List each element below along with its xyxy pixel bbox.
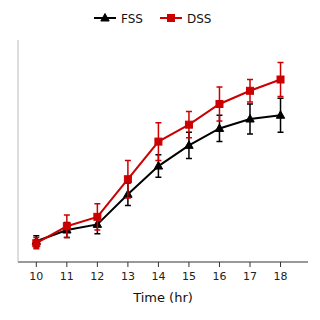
error-bar bbox=[64, 215, 70, 238]
point bbox=[155, 138, 162, 145]
x-tick-label: 14 bbox=[151, 270, 165, 283]
x-axis-label: Time (hr) bbox=[132, 290, 193, 305]
error-bar bbox=[33, 238, 39, 249]
plot-marks bbox=[32, 63, 285, 249]
x-tick-label: 17 bbox=[243, 270, 257, 283]
point bbox=[33, 240, 40, 247]
series-line bbox=[36, 115, 280, 241]
x-tick bbox=[97, 262, 98, 267]
point bbox=[124, 176, 131, 183]
error-bar bbox=[278, 63, 284, 97]
series-line bbox=[36, 80, 280, 244]
x-tick bbox=[250, 262, 251, 267]
x-tick-label: 11 bbox=[60, 270, 74, 283]
y-axis-line bbox=[18, 40, 19, 262]
legend-marker bbox=[101, 14, 109, 22]
point bbox=[94, 213, 101, 220]
chart: 10 11 12 13 14 15 16 17 18 Time (hr) FSS DSS bbox=[0, 0, 320, 320]
legend-label: FSS bbox=[121, 12, 143, 26]
legend: FSS DSS bbox=[94, 12, 211, 26]
x-tick bbox=[188, 262, 189, 267]
x-tick-label: 13 bbox=[121, 270, 135, 283]
point bbox=[63, 223, 70, 230]
point bbox=[154, 162, 162, 170]
x-axis-line bbox=[18, 262, 308, 263]
x-tick bbox=[127, 262, 128, 267]
x-tick bbox=[36, 262, 37, 267]
x-tick-label: 16 bbox=[212, 270, 226, 283]
legend-marker bbox=[168, 15, 175, 22]
point bbox=[216, 100, 223, 107]
point bbox=[247, 87, 254, 94]
series bbox=[32, 98, 285, 247]
x-tick bbox=[158, 262, 159, 267]
point bbox=[276, 111, 284, 119]
x-tick-label: 12 bbox=[90, 270, 104, 283]
x-tick bbox=[219, 262, 220, 267]
series bbox=[33, 63, 284, 249]
point bbox=[246, 115, 254, 123]
x-tick-label: 15 bbox=[182, 270, 196, 283]
error-bar bbox=[94, 204, 100, 230]
legend-label: DSS bbox=[187, 12, 211, 26]
x-ticks: 10 11 12 13 14 15 16 17 18 bbox=[29, 262, 287, 283]
error-bar bbox=[247, 80, 253, 103]
point bbox=[215, 124, 223, 131]
error-bar bbox=[186, 111, 192, 137]
x-tick-label: 10 bbox=[29, 270, 43, 283]
point bbox=[185, 121, 192, 128]
error-bar bbox=[155, 123, 161, 161]
error-bar bbox=[216, 87, 222, 121]
x-tick bbox=[66, 262, 67, 267]
x-tick-label: 18 bbox=[274, 270, 288, 283]
x-tick bbox=[280, 262, 281, 267]
legend-item: FSS bbox=[94, 12, 143, 26]
point bbox=[277, 76, 284, 83]
point bbox=[185, 141, 193, 149]
legend-item: DSS bbox=[160, 12, 211, 26]
error-bar bbox=[125, 160, 131, 198]
